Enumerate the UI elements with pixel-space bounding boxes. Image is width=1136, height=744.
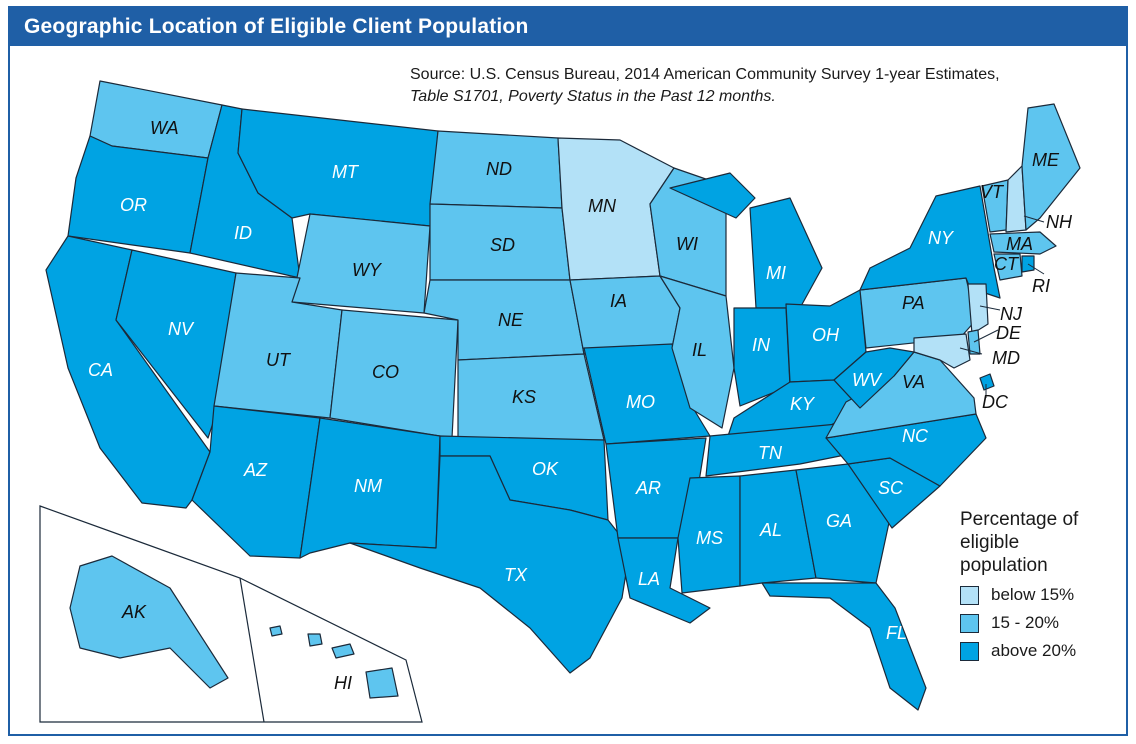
state-DC — [979, 373, 995, 391]
title-bar: Geographic Location of Eligible Client P… — [10, 8, 1126, 46]
state-label-OH: OH — [812, 325, 840, 345]
state-IA — [569, 275, 681, 355]
state-label-IL: IL — [692, 340, 707, 360]
state-GA — [795, 463, 891, 584]
state-label-RI: RI — [1032, 276, 1050, 296]
state-label-AK: AK — [121, 602, 147, 622]
state-label-NE: NE — [498, 310, 524, 330]
state-label-CO: CO — [372, 362, 399, 382]
state-label-SC: SC — [878, 478, 904, 498]
state-NJ — [967, 283, 989, 335]
state-label-TN: TN — [758, 443, 783, 463]
state-label-MS: MS — [696, 528, 723, 548]
state-label-SD: SD — [490, 235, 515, 255]
state-label-IA: IA — [610, 291, 627, 311]
legend-item-below-15: below 15% — [960, 585, 1090, 605]
legend-swatch-15-20 — [960, 613, 979, 633]
state-label-TX: TX — [504, 565, 528, 585]
state-label-OR: OR — [120, 195, 147, 215]
state-label-ND: ND — [486, 159, 512, 179]
state-label-GA: GA — [826, 511, 852, 531]
source-line-1: Source: U.S. Census Bureau, 2014 America… — [410, 66, 1000, 83]
state-label-ID: ID — [234, 223, 252, 243]
state-label-KY: KY — [790, 394, 816, 414]
state-label-MA: MA — [1006, 234, 1033, 254]
state-AL — [739, 469, 817, 587]
state-label-IN: IN — [752, 335, 771, 355]
state-label-MN: MN — [588, 196, 617, 216]
state-TX — [349, 455, 631, 674]
state-AK — [69, 555, 229, 689]
state-label-LA: LA — [638, 569, 660, 589]
state-label-FL: FL — [886, 623, 907, 643]
state-FL — [761, 582, 927, 711]
state-label-NH: NH — [1046, 212, 1073, 232]
state-MS — [677, 475, 741, 594]
figure-title: Geographic Location of Eligible Client P… — [24, 15, 529, 38]
legend-swatch-above-20 — [960, 641, 979, 661]
map-figure: Geographic Location of Eligible Client P… — [8, 6, 1128, 736]
state-CT — [993, 253, 1023, 281]
state-label-WY: WY — [352, 260, 383, 280]
state-label-NY: NY — [928, 228, 955, 248]
source-line-2: Table S1701, Poverty Status in the Past … — [410, 88, 776, 105]
state-label-DC: DC — [982, 392, 1009, 412]
legend: Percentage of eligible population below … — [960, 508, 1090, 661]
state-MA — [989, 231, 1057, 255]
source-note: Source: U.S. Census Bureau, 2014 America… — [410, 64, 1000, 108]
state-label-WA: WA — [150, 118, 179, 138]
state-HI — [269, 625, 399, 699]
state-label-KS: KS — [512, 387, 536, 407]
state-label-AL: AL — [759, 520, 782, 540]
state-label-AZ: AZ — [243, 460, 268, 480]
legend-label-below-15: below 15% — [991, 585, 1075, 604]
state-MD — [913, 333, 971, 369]
state-label-VA: VA — [902, 372, 925, 392]
legend-item-15-20: 15 - 20% — [960, 613, 1090, 633]
state-NV — [115, 249, 237, 439]
state-label-WI: WI — [676, 234, 698, 254]
legend-label-above-20: above 20% — [991, 641, 1077, 660]
state-label-VT: VT — [980, 182, 1005, 202]
state-label-HI: HI — [334, 673, 352, 693]
legend-title: Percentage of eligible population — [960, 509, 1079, 576]
leader-lines — [959, 215, 1045, 398]
state-label-NC: NC — [902, 426, 929, 446]
state-label-ME: ME — [1032, 150, 1060, 170]
state-label-MO: MO — [626, 392, 655, 412]
state-ME — [1021, 103, 1081, 231]
state-label-MT: MT — [332, 162, 360, 182]
state-label-PA: PA — [902, 293, 925, 313]
legend-item-above-20: above 20% — [960, 641, 1090, 661]
state-label-OK: OK — [532, 459, 559, 479]
us-map: WA OR CA ID NV MT WY UT AZ CO NM ND SD N… — [39, 80, 1081, 723]
inset-frame — [39, 505, 423, 723]
legend-label-15-20: 15 - 20% — [991, 613, 1060, 632]
legend-swatch-below-15 — [960, 585, 979, 605]
state-label-CA: CA — [88, 360, 113, 380]
state-label-NV: NV — [168, 319, 195, 339]
state-label-MI: MI — [766, 263, 786, 283]
state-IL — [659, 275, 735, 429]
state-label-CT: CT — [994, 254, 1020, 274]
state-label-DE: DE — [996, 323, 1022, 343]
state-label-AR: AR — [635, 478, 661, 498]
state-label-MD: MD — [992, 348, 1020, 368]
state-MI — [669, 172, 823, 309]
state-IN — [733, 307, 791, 407]
state-label-UT: UT — [266, 350, 292, 370]
state-NY — [859, 185, 1001, 299]
state-RI — [1021, 255, 1035, 273]
state-label-NJ: NJ — [1000, 304, 1023, 324]
state-label-WV: WV — [852, 370, 883, 390]
state-label-NM: NM — [354, 476, 382, 496]
